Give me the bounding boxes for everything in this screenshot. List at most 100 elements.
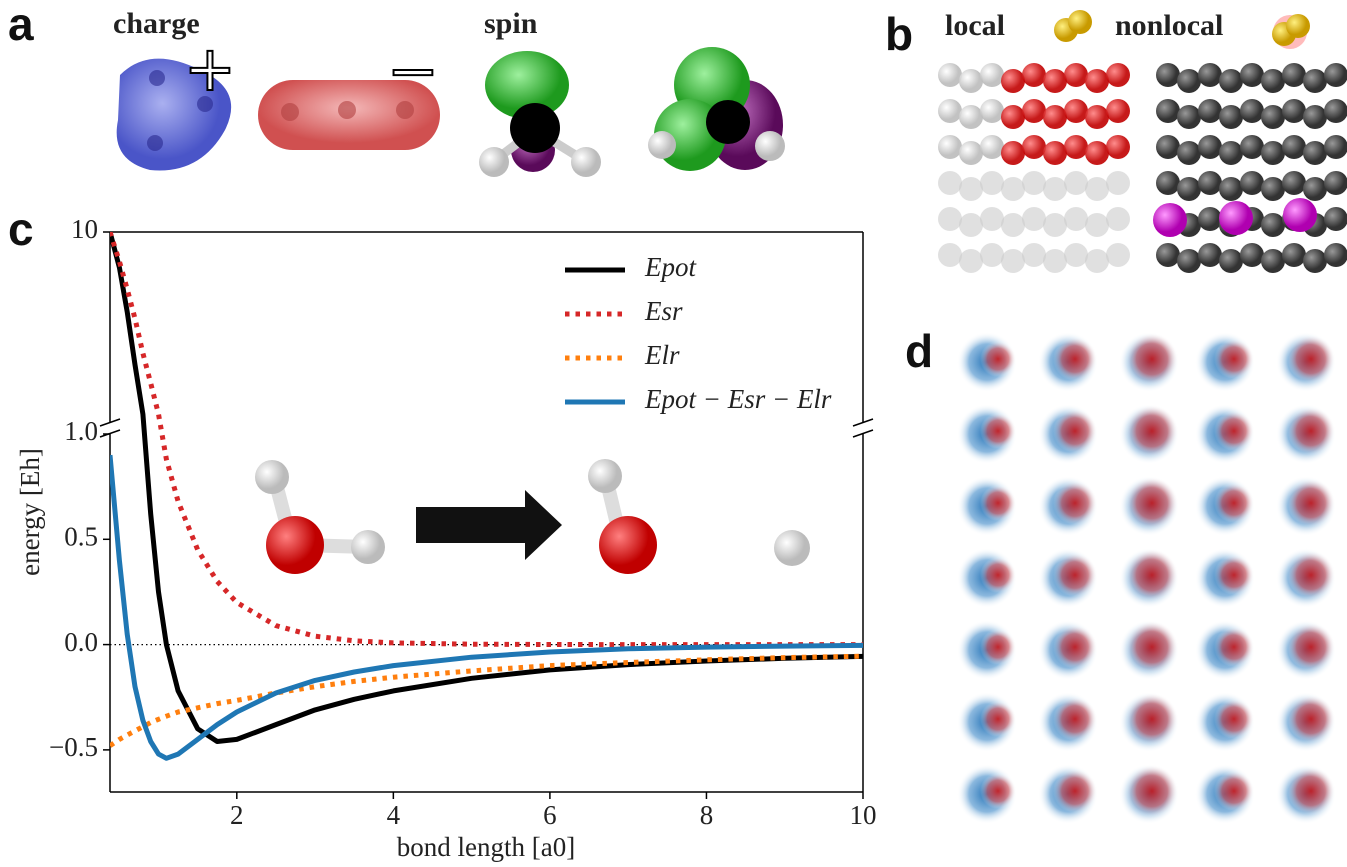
y-tick-label: 0.0 (64, 627, 98, 657)
feature-blob (1126, 765, 1178, 817)
atom (1085, 213, 1109, 237)
atom (1106, 63, 1130, 87)
axis-break (99, 418, 874, 438)
feature-blob (1126, 477, 1178, 529)
atom (1064, 243, 1088, 267)
feature-blob (980, 557, 1016, 593)
y-axis-label: energy [Eh] (15, 448, 45, 576)
feature-blob (1126, 549, 1178, 601)
atom (1001, 69, 1025, 93)
atom (1240, 171, 1264, 195)
atom (938, 171, 962, 195)
atom (1261, 141, 1285, 165)
feature-blob (1053, 769, 1097, 813)
atom (1022, 63, 1046, 87)
atom (1282, 135, 1306, 159)
atom (1001, 177, 1025, 201)
x-tick-label: 6 (543, 800, 557, 830)
x-tick-label: 4 (387, 800, 401, 830)
feature-blob (1214, 627, 1254, 667)
x-tick-label: 10 (850, 800, 877, 830)
atom (1085, 69, 1109, 93)
y-tick-label: 10 (71, 214, 98, 244)
legend-label: Elr (644, 340, 680, 370)
atom (1156, 99, 1180, 123)
atom (1156, 135, 1180, 159)
charge-sign: + (184, 32, 236, 105)
feature-blob (980, 629, 1016, 665)
feature-blob (1287, 767, 1335, 815)
atom (1085, 105, 1109, 129)
atom (1261, 213, 1285, 237)
atom (938, 99, 962, 123)
atom (1303, 249, 1327, 273)
atom (938, 207, 962, 231)
atom (1282, 99, 1306, 123)
x-tick-label: 8 (700, 800, 714, 830)
atom (1022, 99, 1046, 123)
atom (1043, 141, 1067, 165)
atom (1106, 171, 1130, 195)
feature-blob (1214, 555, 1254, 595)
feature-blob (980, 485, 1016, 521)
atom (1261, 105, 1285, 129)
atom (980, 243, 1004, 267)
feature-blob (1287, 623, 1335, 671)
atom (1240, 99, 1264, 123)
legend-label: Esr (644, 296, 683, 326)
atom (938, 135, 962, 159)
feature-blob (1053, 697, 1097, 741)
atom (1324, 243, 1347, 267)
legend-label: Epot (644, 252, 697, 282)
x-axis-label: bond length [a0] (397, 832, 575, 862)
series-line (110, 232, 863, 648)
atom (1198, 63, 1222, 87)
panel-label: d (905, 325, 933, 377)
feature-blob (1126, 405, 1178, 457)
feature-maps (957, 332, 1336, 824)
atom (1282, 243, 1306, 267)
atom (1198, 99, 1222, 123)
atom (980, 99, 1004, 123)
atom (1106, 243, 1130, 267)
atom (980, 171, 1004, 195)
panel-label: c (8, 203, 34, 255)
atom (959, 249, 983, 273)
feature-blob (1053, 625, 1097, 669)
atom (1022, 243, 1046, 267)
atom (1303, 141, 1327, 165)
x-tick-label: 2 (230, 800, 244, 830)
atom (1156, 171, 1180, 195)
panel-b-illustration (938, 10, 1347, 273)
atom (1022, 207, 1046, 231)
atom (1303, 69, 1327, 93)
feature-blob (980, 773, 1016, 809)
atom (959, 69, 983, 93)
atom (1324, 135, 1347, 159)
series-line (110, 653, 863, 748)
reaction-illustration (255, 459, 810, 574)
atom (1303, 177, 1327, 201)
atom (1001, 105, 1025, 129)
atom (1283, 198, 1317, 232)
feature-blob (980, 413, 1016, 449)
atom (1022, 171, 1046, 195)
atom (1085, 249, 1109, 273)
atom (1198, 135, 1222, 159)
feature-blob (1126, 333, 1178, 385)
atom (1156, 243, 1180, 267)
series-line (110, 454, 863, 761)
atom (1198, 207, 1222, 231)
atom (980, 135, 1004, 159)
atom (1106, 99, 1130, 123)
y-tick-label: 0.5 (64, 521, 98, 551)
atom (1043, 105, 1067, 129)
feature-blob (1214, 339, 1254, 379)
atom (1177, 105, 1201, 129)
atom (1219, 249, 1243, 273)
atom (1240, 63, 1264, 87)
atom (1153, 203, 1187, 237)
feature-blob (1053, 337, 1097, 381)
atom (1177, 249, 1201, 273)
feature-blob (1053, 481, 1097, 525)
